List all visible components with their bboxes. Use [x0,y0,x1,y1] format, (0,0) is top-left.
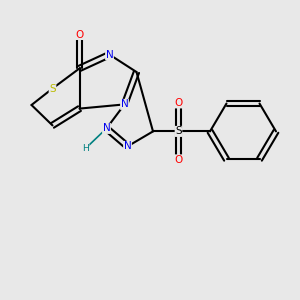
Text: S: S [175,126,182,136]
Text: S: S [49,83,56,94]
Text: N: N [103,123,110,134]
Text: N: N [121,99,128,110]
Text: O: O [174,155,183,165]
Text: H: H [82,144,89,153]
Text: O: O [75,29,84,40]
Text: O: O [174,98,183,108]
Text: N: N [124,141,131,152]
Text: N: N [106,50,113,60]
